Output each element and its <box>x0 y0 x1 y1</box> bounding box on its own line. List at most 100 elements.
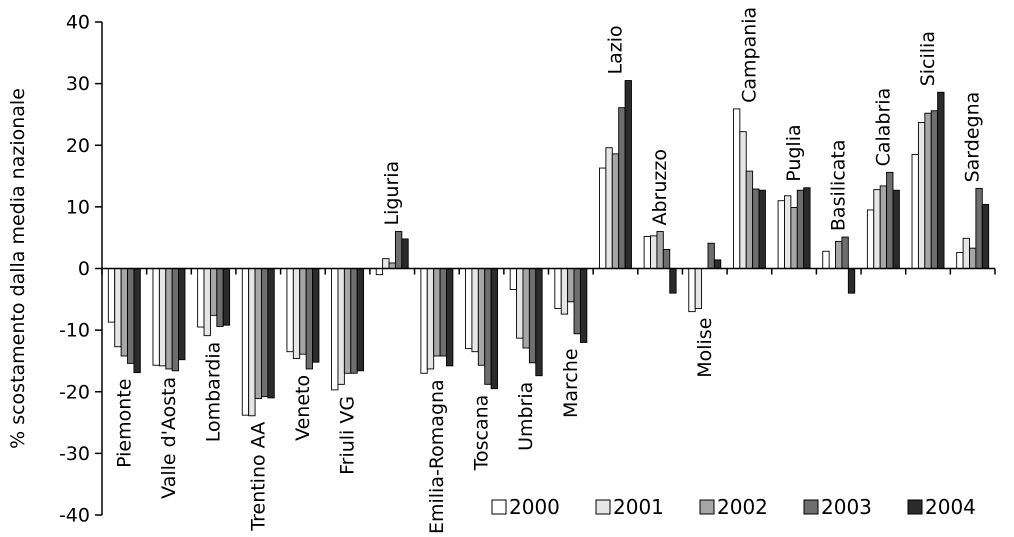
bar <box>662 248 671 269</box>
category-label: Emilia-Romagna <box>426 379 448 534</box>
bar <box>911 154 919 269</box>
bar <box>197 268 205 328</box>
bar <box>484 268 492 385</box>
bar <box>707 242 715 269</box>
bar <box>962 237 970 269</box>
bar <box>784 195 792 269</box>
bar <box>331 268 339 391</box>
bar <box>375 268 384 276</box>
y-tick-label: -30 <box>59 443 90 465</box>
bar <box>114 268 122 348</box>
category-label: Valle d'Aosta <box>158 377 180 499</box>
bar <box>841 236 849 269</box>
category-label: Calabria <box>872 88 894 167</box>
bar <box>605 147 613 269</box>
bar <box>930 110 939 269</box>
bar <box>892 189 900 269</box>
bar <box>216 268 224 327</box>
bar <box>267 268 275 399</box>
category-label: Veneto <box>292 375 314 441</box>
bar <box>477 268 486 366</box>
legend-swatch <box>907 499 923 515</box>
category-label: Piemonte <box>113 379 135 468</box>
bar <box>796 189 805 269</box>
bar <box>528 268 537 364</box>
bar <box>732 108 741 269</box>
bar <box>292 268 301 359</box>
bar <box>669 268 677 294</box>
bar <box>178 268 186 361</box>
bar <box>127 268 135 364</box>
bar <box>835 240 843 269</box>
y-tick-label: 30 <box>66 73 90 95</box>
bar <box>650 235 658 269</box>
bar <box>465 268 473 350</box>
bar <box>107 268 116 323</box>
category-label: Marche <box>560 348 582 418</box>
bar <box>924 112 932 269</box>
y-ticks: 40 30 20 10 0 -10 -20 -30 -40 <box>59 12 102 527</box>
legend-label: 2002 <box>717 495 768 519</box>
y-axis-title: % scostamento dalla media nazionale <box>7 88 29 449</box>
bar <box>388 262 396 269</box>
bar <box>618 107 626 269</box>
bar <box>694 268 703 310</box>
bar <box>579 268 588 343</box>
bar <box>535 268 543 377</box>
bar <box>152 268 160 366</box>
category-label: Sardegna <box>962 92 984 183</box>
y-tick-label: -40 <box>59 505 90 527</box>
bar <box>254 268 262 399</box>
y-tick-label: -20 <box>59 381 90 403</box>
bar <box>522 268 530 349</box>
bar <box>847 268 856 294</box>
bar <box>516 268 524 339</box>
bar <box>745 170 754 269</box>
bar <box>248 268 256 417</box>
category-label: Lombardia <box>203 342 225 443</box>
legend-item: 2001 <box>595 495 664 519</box>
legend-label: 2001 <box>613 495 664 519</box>
category-label: Liguria <box>381 161 403 226</box>
category-label: Trentino AA <box>247 422 269 532</box>
bar <box>688 268 696 313</box>
bar <box>382 258 390 269</box>
legend-swatch <box>595 499 611 515</box>
bar <box>969 247 977 269</box>
bar <box>873 189 881 269</box>
bar <box>739 131 747 269</box>
legend-label: 2004 <box>925 495 976 519</box>
bar <box>599 167 607 269</box>
bar <box>209 268 218 316</box>
category-label: Sicilia <box>917 31 939 86</box>
legend-item: 2002 <box>699 495 768 519</box>
category-label: Campania <box>738 7 760 103</box>
bar <box>305 268 313 370</box>
bar <box>790 207 798 269</box>
bar <box>624 80 632 269</box>
y-tick-label: -10 <box>59 320 90 342</box>
bar <box>426 268 435 370</box>
bar <box>286 268 294 353</box>
bar <box>203 268 211 337</box>
bar <box>337 268 345 385</box>
bar <box>356 268 365 372</box>
bar <box>866 209 875 269</box>
category-label: Puglia <box>783 124 805 181</box>
bar <box>975 187 983 269</box>
bars <box>107 80 990 417</box>
bar <box>917 121 926 269</box>
bar <box>777 200 785 269</box>
bar <box>509 268 518 290</box>
bar <box>439 268 447 357</box>
bar <box>490 268 498 390</box>
bar <box>643 235 651 269</box>
bar <box>611 153 620 269</box>
y-tick-label: 10 <box>66 196 90 218</box>
bar <box>713 259 722 269</box>
bar <box>158 268 167 367</box>
bar <box>803 187 811 269</box>
bar <box>446 268 454 367</box>
legend-item: 2003 <box>803 495 872 519</box>
y-tick-label: 40 <box>66 12 90 34</box>
